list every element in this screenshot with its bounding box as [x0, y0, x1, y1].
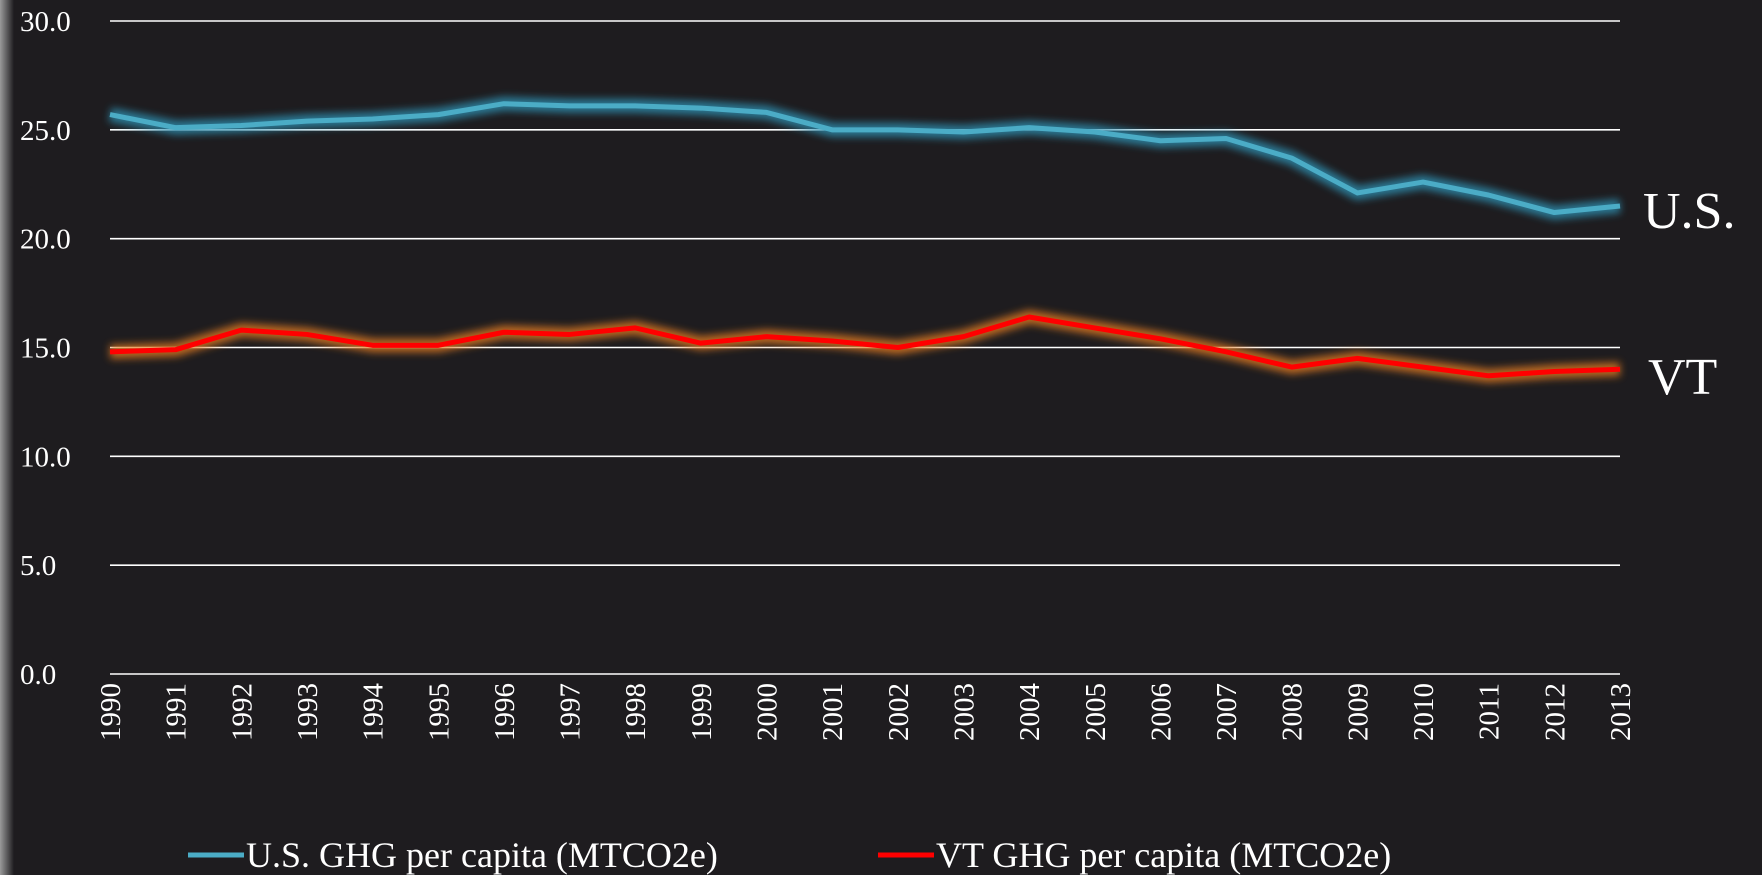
- x-tick-label: 1992: [226, 683, 258, 741]
- x-tick-label: 1991: [161, 683, 193, 741]
- left-edge: [0, 0, 14, 875]
- x-tick-label: 2013: [1605, 683, 1637, 741]
- x-tick-label: 2002: [883, 683, 915, 741]
- x-tick-label: 1993: [292, 683, 324, 741]
- line: [109, 314, 1621, 379]
- y-tick-label: 10.0: [20, 441, 71, 473]
- legend-label: U.S. GHG per capita (MTCO2e): [246, 835, 718, 875]
- x-tick-label: 2001: [817, 683, 849, 741]
- x-tick-label: 1996: [489, 683, 521, 741]
- x-tick-label: 2008: [1277, 683, 1309, 741]
- x-tick-label: 2009: [1342, 683, 1374, 741]
- y-tick-label: 0.0: [20, 659, 56, 691]
- y-tick-label: 15.0: [20, 333, 71, 365]
- y-tick-label: 30.0: [20, 6, 71, 38]
- x-tick-label: 2005: [1080, 683, 1112, 741]
- x-tick-label: 2012: [1539, 683, 1571, 741]
- x-tick-label: 2004: [1014, 683, 1046, 742]
- x-tick-label: 1999: [686, 683, 718, 741]
- y-tick-label: 20.0: [20, 224, 71, 256]
- x-tick-label: 2000: [752, 683, 784, 741]
- x-tick-label: 1994: [358, 683, 390, 742]
- series-annotation: VT: [1648, 349, 1717, 406]
- x-tick-label: 1998: [620, 683, 652, 741]
- x-tick-label: 1995: [423, 683, 455, 741]
- series-annotation: U.S.: [1643, 183, 1735, 240]
- x-tick-label: 2010: [1408, 683, 1440, 741]
- x-tick-label: 2011: [1474, 683, 1506, 740]
- x-tick-label: 1997: [555, 683, 587, 741]
- x-tick-label: 2007: [1211, 683, 1243, 741]
- y-tick-label: 5.0: [20, 550, 56, 582]
- x-tick-label: 2003: [948, 683, 980, 741]
- y-tick-label: 25.0: [20, 115, 71, 147]
- x-tick-label: 2006: [1145, 683, 1177, 741]
- x-tick-label: 1990: [95, 683, 127, 741]
- line: [109, 101, 1621, 216]
- legend-label: VT GHG per capita (MTCO2e): [936, 835, 1391, 875]
